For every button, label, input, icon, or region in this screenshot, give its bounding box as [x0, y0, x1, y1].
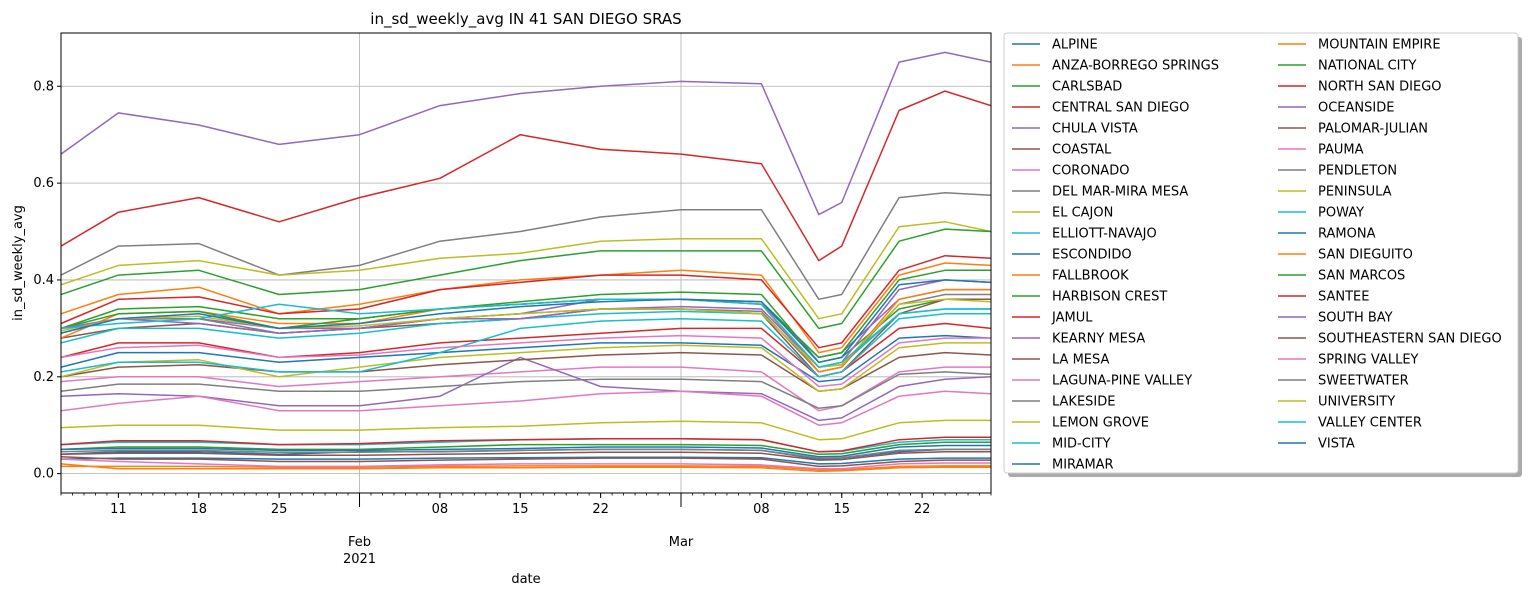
legend-label-3: CENTRAL SAN DIEGO: [1052, 101, 1189, 116]
legend-label-19: MID-CITY: [1052, 437, 1111, 452]
series-line-10: [61, 334, 991, 383]
series-line-24: [61, 51, 991, 216]
series-line-29: [61, 313, 991, 378]
series-line-20: [61, 456, 991, 465]
legend-label-29: POWAY: [1318, 206, 1364, 221]
legend-label-9: ELLIOTT-NAVAJO: [1052, 227, 1157, 242]
legend: ALPINE ANZA-BORREGO SPRINGS CARLSBAD CENTRA…: [1003, 32, 1522, 477]
x-tick-label: 08: [753, 502, 770, 517]
legend-label-21: MOUNTAIN EMPIRE: [1318, 38, 1441, 53]
series-line-16: [61, 390, 991, 426]
x-tick-label: 18: [191, 502, 208, 517]
legend-label-24: OCEANSIDE: [1318, 101, 1394, 116]
legend-label-16: LAGUNA-PINE VALLEY: [1052, 374, 1192, 389]
series-line-18: [61, 419, 991, 441]
legend-label-7: DEL MAR-MIRA MESA: [1052, 185, 1188, 200]
series-line-6: [61, 366, 991, 412]
legend-label-8: EL CAJON: [1052, 206, 1113, 221]
legend-label-10: ESCONDIDO: [1052, 248, 1132, 263]
series-line-13: [61, 254, 991, 349]
y-tick-label: 0.0: [33, 467, 54, 482]
series-line-3: [61, 322, 991, 378]
series-line-14: [61, 356, 991, 422]
legend-label-39: VALLEY CENTER: [1318, 416, 1422, 431]
legend-label-40: VISTA: [1318, 437, 1355, 452]
series-line-23: [61, 90, 991, 262]
x-axis: 11 18 25 Feb 2021 08 15 22 Mar 08 15 22: [60, 493, 992, 567]
series-line-36: [61, 334, 991, 388]
x-tick-label: 15: [512, 502, 529, 517]
y-axis-label: in_sd_weekly_avg: [11, 205, 26, 321]
legend-label-13: JAMUL: [1051, 311, 1093, 326]
legend-label-25: PALOMAR-JULIAN: [1318, 122, 1428, 137]
x-tick-label: 15: [833, 502, 850, 517]
series-line-26: [61, 458, 991, 470]
legend-label-31: SAN DIEGUITO: [1318, 248, 1413, 263]
x-axis-label: date: [511, 572, 540, 587]
series-line-21: [61, 465, 991, 471]
legend-label-4: CHULA VISTA: [1052, 122, 1138, 137]
legend-label-32: SAN MARCOS: [1318, 269, 1405, 284]
legend-label-18: LEMON GROVE: [1052, 416, 1149, 431]
series-line-17: [61, 371, 991, 410]
series-line-25: [61, 455, 991, 468]
series-line-37: [61, 448, 991, 459]
grid: [61, 33, 991, 493]
legend-label-28: PENINSULA: [1318, 185, 1392, 200]
x-tick-label: 22: [592, 502, 609, 517]
legend-label-0: ALPINE: [1052, 38, 1098, 53]
legend-label-37: SWEETWATER: [1318, 374, 1409, 389]
series-line-39: [61, 298, 991, 368]
series-line-22: [61, 441, 991, 456]
legend-label-33: SANTEE: [1318, 290, 1369, 305]
y-axis: 0.0 0.2 0.4 0.6 0.8: [33, 79, 61, 482]
legend-label-22: NATIONAL CITY: [1318, 59, 1416, 74]
legend-label-30: RAMONA: [1318, 227, 1376, 242]
plot-frame: [60, 32, 992, 494]
series-line-35: [61, 451, 991, 461]
legend-label-14: KEARNY MESA: [1052, 332, 1145, 347]
x-tick-label: 08: [432, 502, 449, 517]
series-line-33: [61, 436, 991, 453]
legend-label-1: ANZA-BORREGO SPRINGS: [1052, 59, 1219, 74]
x-tick-label: 22: [914, 502, 931, 517]
legend-label-35: SOUTHEASTERN SAN DIEGO: [1318, 332, 1502, 347]
legend-label-23: NORTH SAN DIEGO: [1318, 80, 1442, 95]
series-line-15: [61, 351, 991, 393]
legend-label-20: MIRAMAR: [1052, 458, 1114, 473]
series-line-8: [61, 221, 991, 320]
y-tick-label: 0.6: [33, 176, 54, 191]
legend-label-36: SPRING VALLEY: [1318, 353, 1419, 368]
legend-label-2: CARLSBAD: [1052, 80, 1122, 95]
y-tick-label: 0.2: [33, 370, 54, 385]
series-layer: [61, 51, 991, 472]
legend-label-17: LAKESIDE: [1052, 395, 1115, 410]
x-tick-label: Mar: [669, 535, 694, 550]
series-line-40: [61, 279, 991, 364]
series-line-7: [61, 192, 991, 301]
legend-label-12: HARBISON CREST: [1052, 290, 1167, 305]
legend-label-5: COASTAL: [1052, 143, 1112, 158]
legend-label-27: PENDLETON: [1318, 164, 1397, 179]
series-line-1: [61, 463, 991, 472]
legend-label-11: FALLBROOK: [1052, 269, 1129, 284]
series-line-12: [61, 228, 991, 330]
legend-label-15: LA MESA: [1052, 353, 1109, 368]
legend-label-26: PAUMA: [1318, 143, 1364, 158]
series-line-30: [61, 444, 991, 458]
y-tick-label: 0.4: [33, 273, 54, 288]
chart-title: in_sd_weekly_avg IN 41 SAN DIEGO SRAS: [370, 10, 681, 29]
x-tick-label: 25: [271, 502, 288, 517]
legend-frame: [1003, 32, 1519, 474]
legend-label-34: SOUTH BAY: [1318, 311, 1393, 326]
legend-label-6: CORONADO: [1052, 164, 1129, 179]
legend-label-38: UNIVERSITY: [1318, 395, 1395, 410]
y-tick-label: 0.8: [33, 79, 54, 94]
x-tick-label: 11: [110, 502, 127, 517]
series-line-38: [61, 298, 991, 368]
x-tick-label: Feb 2021: [343, 535, 376, 567]
